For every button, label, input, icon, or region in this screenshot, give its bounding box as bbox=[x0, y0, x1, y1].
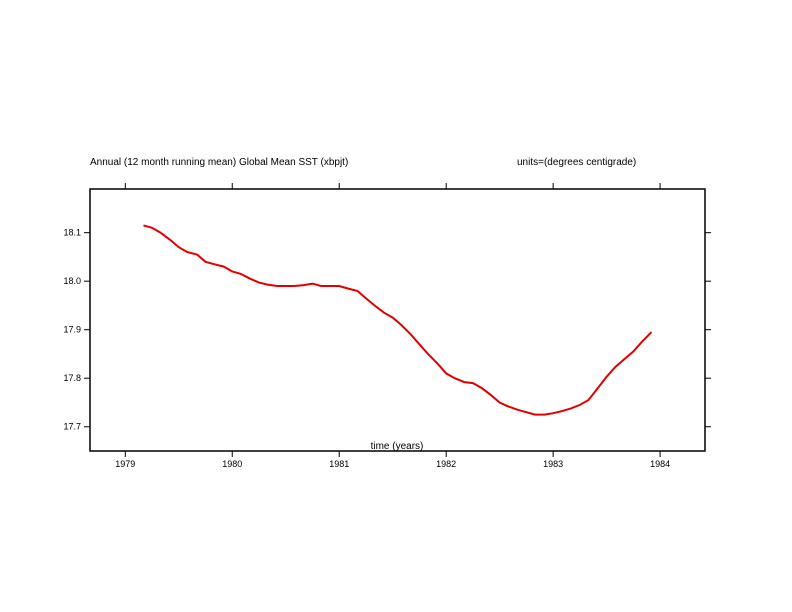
chart-title: Annual (12 month running mean) Global Me… bbox=[90, 157, 349, 168]
y-tick-label: 17.8 bbox=[63, 373, 81, 383]
y-tick-label: 18.0 bbox=[63, 276, 81, 286]
y-tick-label: 17.9 bbox=[63, 325, 81, 335]
x-tick-label: 1980 bbox=[222, 459, 242, 469]
units-label: units=(degrees centigrade) bbox=[517, 157, 637, 168]
y-tick-label: 18.1 bbox=[63, 228, 81, 238]
x-tick-label: 1979 bbox=[115, 459, 135, 469]
series-line bbox=[143, 224, 653, 416]
plot-frame bbox=[89, 188, 706, 452]
x-axis-label: time (years) bbox=[371, 441, 424, 452]
tick-labels: 1979 1980 1981 1982 1983 1984 17.7 17.8 17.9 18.0… bbox=[63, 228, 670, 469]
x-tick-label: 1981 bbox=[329, 459, 349, 469]
axis-ticks bbox=[84, 183, 711, 457]
x-tick-label: 1983 bbox=[543, 459, 563, 469]
x-tick-label: 1982 bbox=[436, 459, 456, 469]
x-tick-label: 1984 bbox=[650, 459, 670, 469]
y-tick-label: 17.7 bbox=[63, 422, 81, 432]
